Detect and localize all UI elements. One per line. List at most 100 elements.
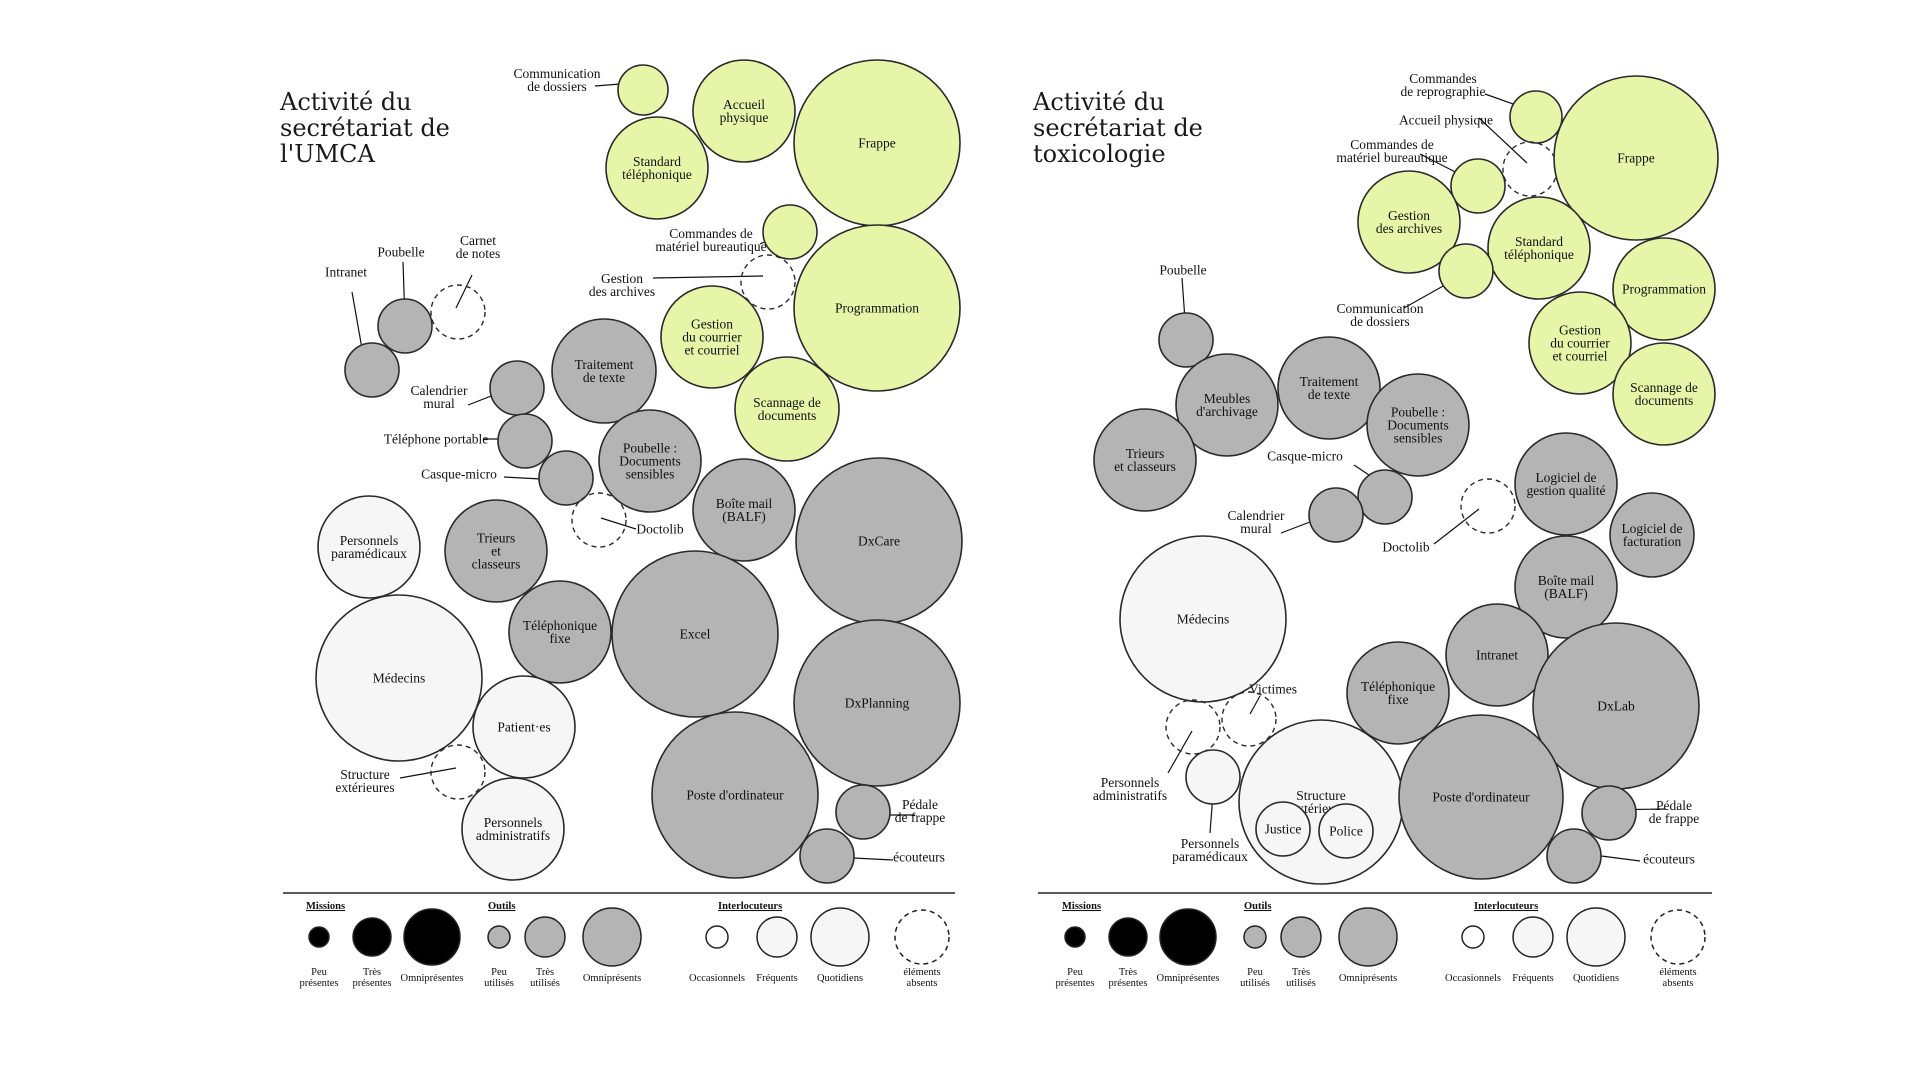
bubble-frappe: Frappe [1553,75,1719,241]
bubble-label: Poubelle [1159,263,1206,278]
legend-heading-interlocuteurs: Interlocuteurs [1474,901,1538,912]
bubble-circle [1438,243,1494,299]
bubble-label: Personnels administratifs [1093,775,1167,803]
leader-line [1167,730,1193,774]
legend-swatch [524,916,566,958]
bubble-label: Poubelle : Documents sensibles [619,441,681,482]
bubble-doctolib: Doctolib [571,492,684,548]
bubble-label: Personnels paramédicaux [1172,836,1248,864]
bubble-circle [1487,196,1591,300]
bubble-circle [497,413,553,469]
legend-swatch [487,925,511,949]
bubble-circle [1277,336,1381,440]
bubble-circle [1093,408,1197,512]
bubble-structure-exterieures: Structure extérieures [335,744,486,800]
bubble-circle [538,450,594,506]
bubble-pedale-de-frappe: Pédale de frappe [1581,785,1699,841]
bubble-circle [692,59,796,163]
legend-swatch [308,926,330,948]
legend-label-elements-absents: éléments absents [1659,967,1696,989]
panel-title-umca: Activité du secrétariat de l'UMCA [279,88,458,168]
bubble-label: Boîte mail (BALF) [716,496,773,524]
bubble-label: Programmation [835,301,919,316]
bubble-circle [430,284,486,340]
bubble-commandes-de-materiel-bureautique: Commandes de matériel bureautique [655,204,818,260]
bubble-circle [430,744,486,800]
legend-swatch [756,916,798,958]
bubble-traitement-de-texte: Traitement de texte [1277,336,1381,440]
bubble-circle [605,116,709,220]
bubble-doctolib: Doctolib [1382,478,1516,555]
legend-swatch [705,925,729,949]
bubble-label: Standard téléphonique [1504,234,1574,262]
legend-swatch [1566,907,1626,967]
bubble-circle [651,711,819,879]
bubble-label: Intranet [325,265,367,280]
legend-label-omnipresentes: Omniprésentes [401,973,464,984]
legend-label-quotidiens: Quotidiens [1573,973,1619,984]
bubble-circle [734,356,840,462]
bubble-circle [344,342,400,398]
bubble-label: Commandes de matériel bureautique [655,226,766,254]
bubble-circle [1357,469,1413,525]
bubble-label: écouteurs [893,850,945,865]
bubble-label: Casque-micro [1267,449,1343,464]
bubble-personnels-paramedicaux: Personnels paramédicaux [317,495,421,599]
bubble-label: Médecins [1177,612,1229,627]
bubble-dxlab: DxLab [1532,622,1700,790]
legend-swatch [1064,926,1086,948]
bubble-commandes-de-materiel-bureautique: Commandes de matériel bureautique [1336,137,1506,214]
bubble-circle [1528,291,1632,395]
leader-line [1478,117,1528,164]
bubble-dxplanning: DxPlanning [793,619,961,787]
bubble-label: Excel [680,627,711,642]
legend-swatch [1512,916,1554,958]
bubble-programmation: Programmation [1612,237,1716,341]
bubble-circle [1450,158,1506,214]
bubble-label: Meubles d'archivage [1196,391,1258,419]
bubble-circle [660,285,764,389]
bubble-intranet: Intranet [325,265,400,398]
bubble-patient-es: Patient·es [472,675,576,779]
bubble-label: Scannage de documents [753,395,821,423]
bubble-label: Poubelle : Documents sensibles [1387,405,1449,446]
bubble-commandes-de-reprographie: Commandes de reprographie [1400,71,1563,144]
legend-label-peu-presentes: Peu présentes [1055,967,1094,989]
bubble-label: DxPlanning [845,696,910,711]
bubble-label: DxLab [1597,699,1635,714]
legend-swatch [582,907,642,967]
legend-swatch [1159,908,1217,966]
bubble-circle [444,499,548,603]
bubble-boite-mail-balf: Boîte mail (BALF) [692,458,796,562]
bubble-poubelle: Poubelle [377,245,433,354]
leader-line [600,517,637,530]
bubble-programmation: Programmation [793,224,961,392]
bubble-scannage-de-documents: Scannage de documents [1612,342,1716,446]
legend-label-peu-utilises: Peu utilisés [484,967,514,989]
bubble-label: Gestion du courrier et courriel [682,317,742,358]
bubble-label: Patient·es [497,720,550,735]
legend-swatch [1338,907,1398,967]
bubble-ecouteurs: écouteurs [799,828,945,884]
bubble-label: Traitement de texte [1300,374,1359,402]
bubble-circle [1346,641,1450,745]
bubble-traitement-de-texte: Traitement de texte [551,318,657,424]
legend-label-peu-presentes: Peu présentes [299,967,338,989]
bubble-label: Commandes de matériel bureautique [1336,137,1447,165]
bubble-poste-d-ordinateur: Poste d'ordinateur [1398,714,1564,880]
bubble-carnet-de-notes: Carnet de notes [430,233,500,340]
bubble-telephone-portable: Téléphone portable [384,413,553,469]
bubble-circle [1553,75,1719,241]
legend-label-quotidiens: Quotidiens [817,973,863,984]
bubble-label: Boîte mail (BALF) [1538,573,1595,601]
legend-label-omnipresents: Omniprésents [1339,973,1397,984]
bubble-circle [799,828,855,884]
bubble-circle [1609,492,1695,578]
bubble-poubelle-documents-sensibles: Poubelle : Documents sensibles [1366,373,1470,477]
bubble-label: Téléphone portable [384,432,489,447]
bubble-gestion-des-archives: Gestion des archives [1357,170,1461,274]
bubble-accueil-physique: Accueil physique [692,59,796,163]
bubble-circle [461,777,565,881]
bubble-gestion-du-courrier-et-courriel: Gestion du courrier et courriel [1528,291,1632,395]
bubble-label: Gestion des archives [1376,208,1442,236]
